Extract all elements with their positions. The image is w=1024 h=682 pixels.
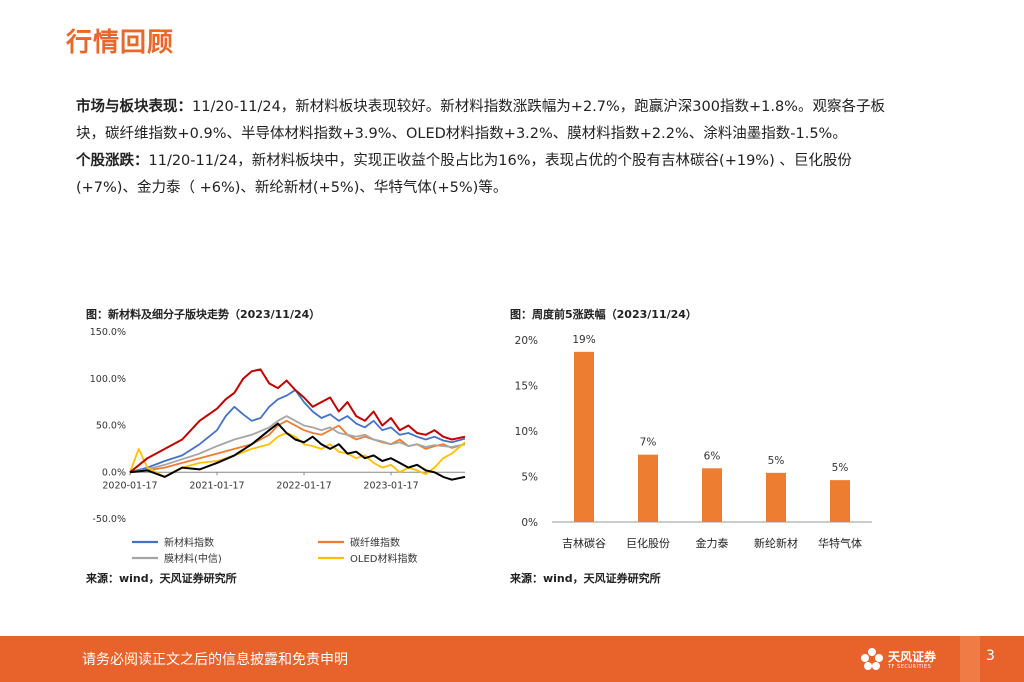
bar-chart: 20% 15% 10% 5% 0% 19% 吉林碳谷 7% 巨化股份 6% 金力泰 5% 新纶新材 5% 华… [515, 334, 872, 550]
line-y-tick-label: 50.0% [96, 421, 126, 432]
paragraph-stocks-text: 11/20-11/24，新材料板块中，实现正收益个股占比为16%，表现占优的个股… [76, 153, 852, 196]
line-y-tick-label: -50.0% [92, 514, 126, 525]
right-figure-title: 图：周度前5涨跌幅（2023/11/24） [510, 308, 697, 321]
right-figure-source: 来源：wind，天风证券研究所 [510, 572, 661, 585]
flower-icon [861, 648, 883, 670]
paragraph-stocks: 个股涨跌：11/20-11/24，新材料板块中，实现正收益个股占比为16%，表现… [76, 148, 906, 202]
bar-data-label: 6% [704, 450, 721, 462]
body-text: 市场与板块表现：11/20-11/24，新材料板块表现较好。新材料指数涨跌幅为+… [76, 94, 906, 202]
bar-category-label: 新纶新材 [754, 536, 798, 550]
bar-data-label: 5% [768, 455, 785, 467]
left-figure-source: 来源：wind，天风证券研究所 [86, 572, 237, 585]
bar-category-label: 华特气体 [818, 536, 862, 550]
bar-category-label: 金力泰 [696, 536, 729, 550]
line-chart: 150.0% 100.0% 50.0% 0.0% -50.0% 2020-01-17 202… [90, 327, 466, 565]
footer: 请务必阅读正文之后的信息披露和免责申明 天风证券 TF SECURITIES 3 [0, 636, 1024, 682]
line-series-2 [129, 415, 466, 474]
line-y-tick-label: 0.0% [102, 467, 126, 478]
line-legend-label: 膜材料(中信) [164, 552, 222, 565]
paragraph-stocks-label: 个股涨跌： [76, 153, 149, 169]
bar-y-tick-label: 15% [515, 381, 538, 393]
line-y-tick-label: 100.0% [90, 374, 126, 385]
paragraph-market-label: 市场与板块表现： [76, 99, 192, 115]
bar-y-tick-label: 20% [515, 335, 538, 347]
line-series-0 [129, 389, 466, 474]
line-y-tick-label: 150.0% [90, 327, 126, 338]
paragraph-market-text: 11/20-11/24，新材料板块表现较好。新材料指数涨跌幅为+2.7%，跑赢沪… [76, 99, 885, 142]
line-x-tick-label: 2023-01-17 [363, 480, 418, 491]
footer-disclaimer: 请务必阅读正文之后的信息披露和免责申明 [82, 652, 348, 668]
line-x-tick-label: 2021-01-17 [189, 480, 244, 491]
bar-category-label: 吉林碳谷 [562, 536, 606, 550]
brand-name-en: TF SECURITIES [888, 664, 932, 670]
line-x-tick-label: 2022-01-17 [276, 480, 331, 491]
bar-y-tick-label: 10% [515, 426, 538, 438]
bar-data-label: 5% [832, 462, 849, 474]
bar-1 [638, 454, 658, 522]
footer-corner-block [960, 636, 980, 682]
left-figure-title: 图：新材料及细分子版块走势（2023/11/24） [86, 308, 321, 321]
bar-category-label: 巨化股份 [626, 536, 670, 550]
paragraph-market: 市场与板块表现：11/20-11/24，新材料板块表现较好。新材料指数涨跌幅为+… [76, 94, 906, 148]
bar-2 [702, 468, 722, 522]
bar-data-label: 7% [640, 437, 657, 449]
bar-data-label: 19% [572, 334, 595, 346]
bar-4 [830, 480, 850, 522]
bar-3 [766, 472, 786, 522]
page-title: 行情回顾 [66, 28, 175, 58]
bar-0 [574, 351, 594, 522]
line-series-5 [129, 422, 466, 481]
line-legend-label: OLED材料指数 [350, 552, 417, 565]
bar-y-tick-label: 0% [521, 517, 538, 529]
brand-name: 天风证券 [888, 650, 937, 664]
brand-logo: 天风证券 TF SECURITIES [860, 646, 944, 676]
page-number: 3 [986, 648, 995, 664]
bar-y-tick-label: 5% [521, 472, 538, 484]
line-x-tick-label: 2020-01-17 [102, 480, 157, 491]
line-legend-label: 碳纤维指数 [350, 536, 400, 549]
line-legend-label: 新材料指数 [164, 536, 214, 549]
line-series-4 [129, 368, 466, 474]
